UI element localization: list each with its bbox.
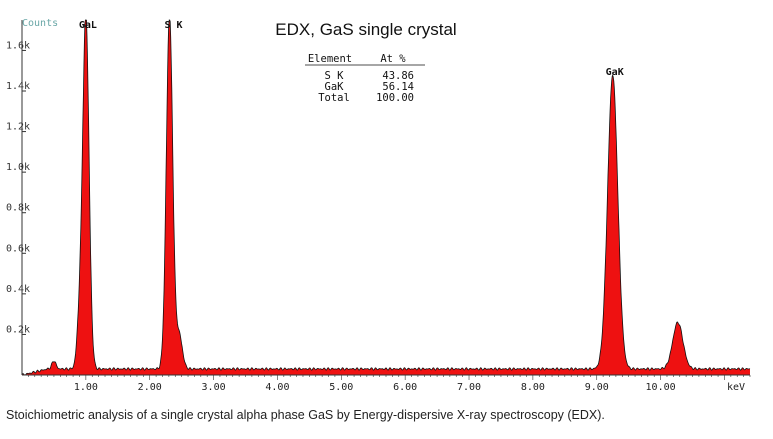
table-header: Element: [308, 53, 352, 65]
x-tick-label: 2.00: [138, 382, 162, 393]
x-tick-label: 9.00: [585, 382, 609, 393]
table-cell-element: Total: [318, 92, 350, 104]
x-tick-label: 3.00: [202, 382, 226, 393]
figure-caption: Stoichiometric analysis of a single crys…: [6, 408, 605, 422]
x-tick-label: 4.00: [265, 382, 289, 393]
table-header: At %: [380, 53, 406, 65]
table-cell-element: S K: [325, 70, 345, 82]
peak-label: S K: [164, 20, 182, 31]
y-axis-label: Counts: [22, 18, 58, 29]
table-cell-element: GaK: [325, 81, 345, 93]
peak-label: GaK: [606, 67, 624, 78]
table-cell-at-percent: 100.00: [376, 92, 414, 104]
y-tick-label: 0.8k: [6, 203, 30, 214]
chart-title: EDX, GaS single crystal: [275, 20, 456, 39]
x-tick-label: 1.00: [74, 382, 98, 393]
x-axis-unit: keV: [727, 382, 745, 393]
composition-table: Element At % S K 43.86 GaK 56.14 Total 100.00: [305, 53, 425, 104]
plot-area: 0.2k 0.4k 0.6k 0.8k 1.0k 1.2k 1.4k 1.6k 1.00 2.00…: [6, 19, 751, 393]
x-tick-label: 6.00: [393, 382, 417, 393]
y-tick-label: 1.4k: [6, 81, 30, 92]
x-tick-label: 10.00: [646, 382, 676, 393]
y-tick-label: 1.0k: [6, 162, 30, 173]
y-tick-label: 0.4k: [6, 284, 30, 295]
spectrum-fill: [22, 20, 750, 375]
table-cell-at-percent: 43.86: [382, 70, 414, 82]
table-cell-at-percent: 56.14: [382, 81, 414, 93]
spectrum-line: [21, 19, 751, 376]
x-tick-label: 5.00: [329, 382, 353, 393]
y-tick-label: 0.6k: [6, 243, 30, 254]
peak-label: GaL: [79, 20, 97, 31]
y-tick-label: 1.6k: [6, 40, 30, 51]
y-tick-label: 1.2k: [6, 122, 30, 133]
x-tick-label: 7.00: [457, 382, 481, 393]
y-tick-label: 0.2k: [6, 324, 30, 335]
x-tick-label: 8.00: [521, 382, 545, 393]
edx-spectrum-chart: EDX, GaS single crystal Counts 0.2k0.4k0…: [6, 18, 751, 393]
